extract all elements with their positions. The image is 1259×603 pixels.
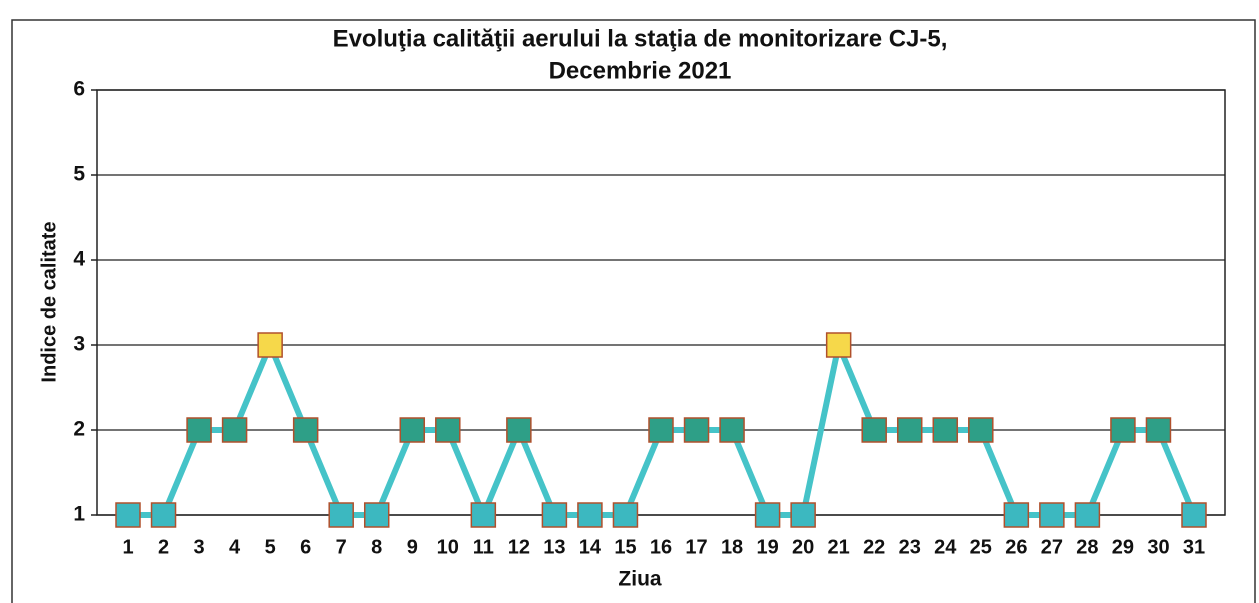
x-tick-label: 11 [473,536,494,558]
x-tick-label: 18 [721,536,743,558]
x-tick-label: 6 [300,536,311,558]
data-marker [861,417,887,443]
data-marker [932,417,959,443]
x-tick-label: 12 [508,536,530,558]
data-marker [186,417,212,443]
x-tick-label: 9 [407,536,418,558]
x-tick-label: 4 [229,536,241,558]
y-tick-label: 4 [73,248,85,271]
data-marker [257,332,283,358]
x-tick-label: 1 [122,536,133,558]
data-marker [1110,417,1136,443]
data-marker [363,502,390,528]
data-marker [577,502,603,528]
x-tick-label: 30 [1147,536,1169,558]
data-marker [683,417,710,443]
data-marker [648,417,674,443]
y-axis-label: Indice de calitate [38,221,60,382]
x-tick-label: 19 [756,536,778,558]
y-tick-label: 2 [73,418,85,441]
x-tick-label: 17 [685,536,707,558]
data-marker [1039,502,1065,528]
data-marker [1181,502,1207,528]
x-tick-label: 7 [336,536,347,558]
y-tick-label: 1 [73,503,85,526]
chart-title: Decembrie 2021 [549,57,732,84]
x-tick-label: 31 [1183,536,1205,558]
data-marker [719,417,745,443]
data-marker [435,417,461,443]
data-marker [790,502,816,528]
x-tick-label: 13 [543,536,565,558]
data-marker [328,502,354,528]
x-tick-label: 27 [1041,536,1063,558]
data-marker [754,502,781,528]
data-marker [221,417,248,443]
plot-area [96,89,1226,516]
x-tick-label: 14 [579,536,602,558]
data-marker [968,417,994,443]
x-tick-label: 5 [265,536,276,558]
x-tick-label: 28 [1076,536,1098,558]
data-marker [612,502,639,528]
data-marker [470,502,497,528]
y-tick-label: 5 [73,163,85,186]
x-tick-label: 10 [437,536,459,558]
x-tick-label: 22 [863,536,885,558]
x-tick-label: 15 [614,536,636,558]
chart-frame [11,19,1256,603]
x-tick-label: 24 [934,536,957,558]
x-tick-label: 21 [828,536,850,558]
x-axis-label: Ziua [618,568,661,591]
data-marker [1003,502,1030,528]
chart-title: Evoluţia calităţii aerului la staţia de … [333,25,948,52]
x-tick-label: 8 [371,536,382,558]
data-marker [825,332,852,358]
y-tick-label: 3 [73,333,85,356]
x-tick-label: 23 [899,536,921,558]
data-marker [506,417,532,443]
data-marker [1074,502,1101,528]
x-tick-label: 25 [970,536,992,558]
data-marker [896,417,923,443]
data-marker [399,417,426,443]
x-tick-label: 16 [650,536,672,558]
x-tick-label: 3 [194,536,205,558]
x-tick-label: 20 [792,536,814,558]
x-tick-label: 26 [1005,536,1027,558]
data-marker [150,502,177,528]
x-tick-label: 29 [1112,536,1134,558]
data-marker [292,417,319,443]
data-marker [1145,417,1172,443]
data-marker [541,502,568,528]
data-marker [115,502,141,528]
x-tick-label: 2 [158,536,169,558]
y-tick-label: 6 [73,78,85,101]
